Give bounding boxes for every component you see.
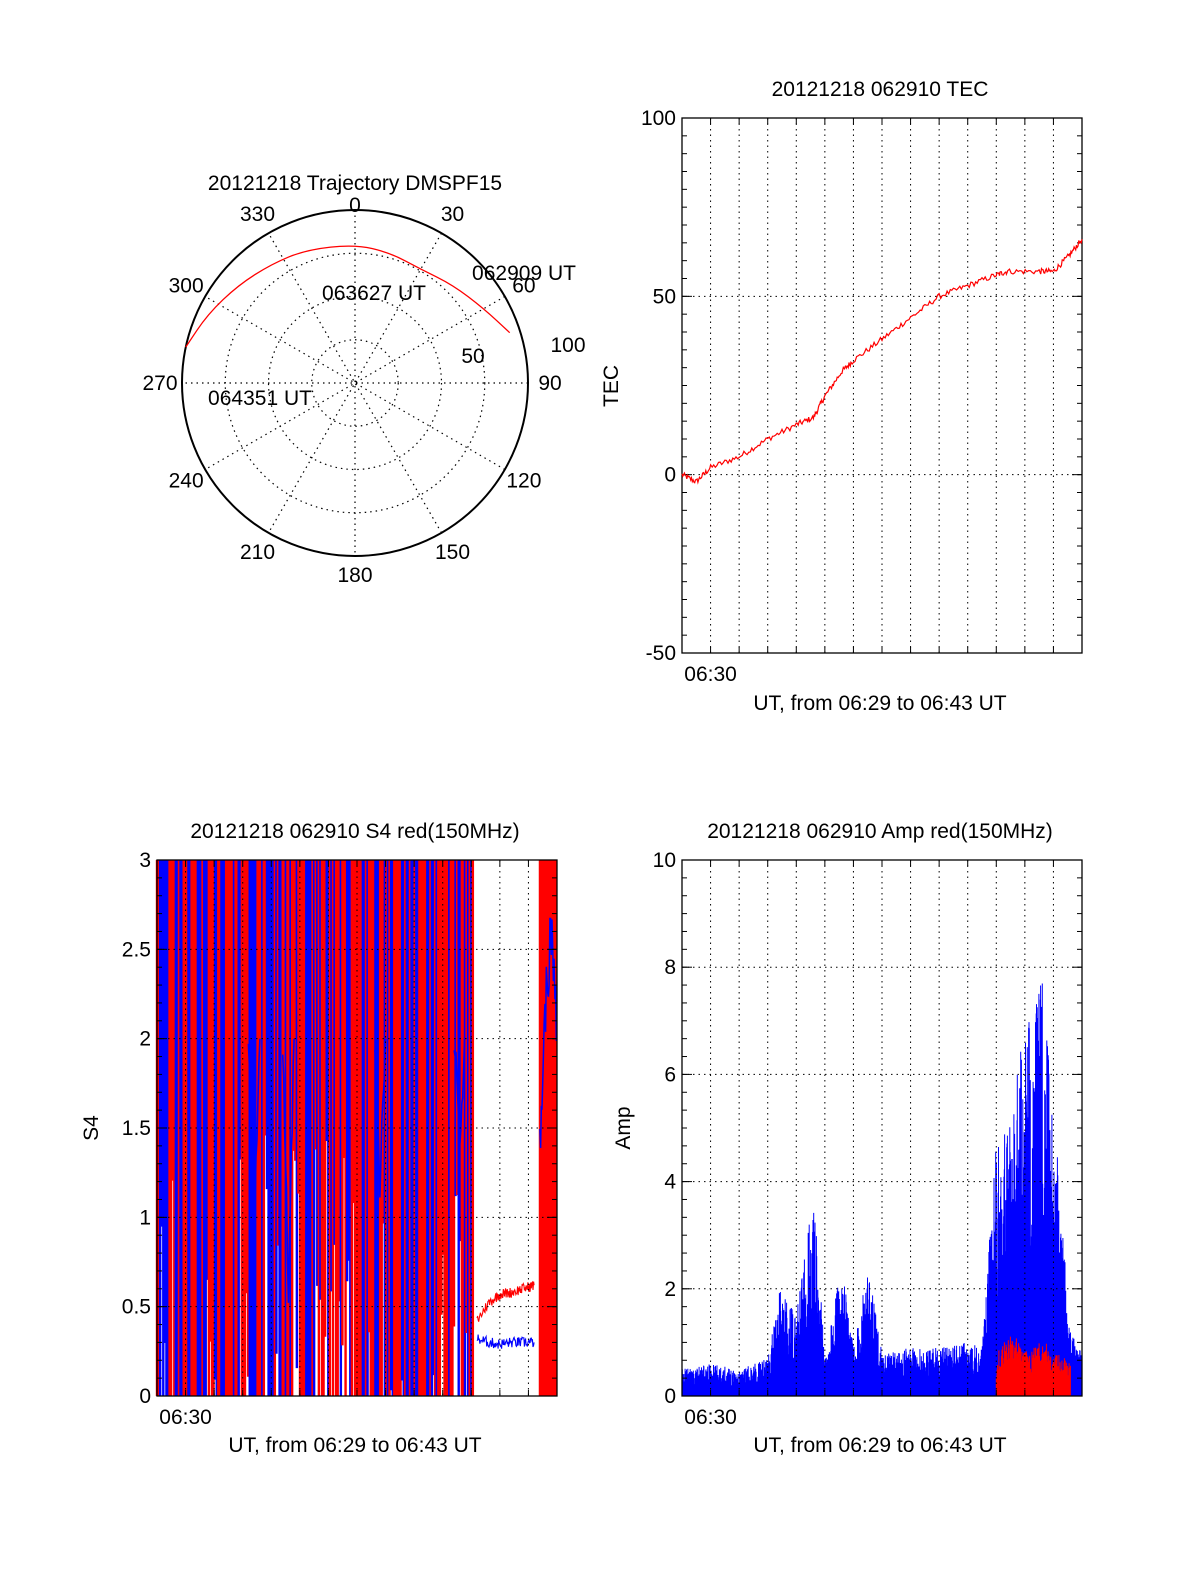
polar-azimuth-label: 240: [169, 470, 204, 493]
s4-plot: 20121218 062910 S4 red(150MHz) UT, from …: [80, 820, 558, 1457]
s4-blue-dip: [453, 1037, 466, 1144]
polar-azimuth-label: 120: [506, 470, 541, 493]
amp-ytick-label: 10: [653, 849, 676, 872]
polar-azimuth-label: 90: [538, 372, 561, 395]
amp-axes: 0 2 4 6 8 10 06:30: [653, 849, 1083, 1429]
tec-ytick-label: 0: [664, 464, 676, 487]
polar-radial-label: 50: [461, 345, 484, 368]
trajectory-line: [185, 245, 511, 348]
tec-title: 20121218 062910 TEC: [772, 78, 989, 101]
tec-series-line: [681, 239, 1083, 485]
polar-azimuth-label: 30: [441, 203, 464, 226]
tec-ylabel: TEC: [600, 365, 623, 407]
s4-blue-dip: [247, 1038, 261, 1230]
polar-azimuth-label: 180: [337, 564, 372, 587]
amp-ylabel: Amp: [612, 1106, 635, 1149]
trajectory-polar-plot: 20121218 Trajectory DMSPF15 0 30 60 90 120 15…: [142, 172, 585, 587]
tec-ytick-label: 100: [641, 107, 676, 130]
tec-frame: [681, 117, 1083, 654]
s4-ytick-label: 0.5: [122, 1296, 151, 1319]
polar-azimuth-label: 0: [349, 194, 361, 217]
polar-azimuth-label: 60: [512, 275, 535, 298]
trajectory-time-label: 063627 UT: [322, 282, 426, 305]
s4-series-line-blue: [476, 1334, 535, 1349]
trajectory-time-label: 062909 UT: [472, 262, 576, 285]
trajectory-time-label: 064351 UT: [208, 387, 312, 410]
tec-plot: 20121218 062910 TEC UT, from 06:29 to 06…: [600, 78, 1083, 715]
s4-ytick-label: 0: [139, 1385, 151, 1408]
polar-azimuth-label: 150: [435, 541, 470, 564]
polar-azimuth-label: 210: [240, 541, 275, 564]
tec-ytick-label: -50: [646, 642, 676, 665]
polar-range-ring: [311, 339, 399, 427]
polar-azimuth-label: 300: [169, 275, 204, 298]
s4-blue-tail: [539, 917, 558, 1149]
amp-ytick-label: 8: [664, 956, 676, 979]
amp-ytick-label: 2: [664, 1278, 676, 1301]
polar-azimuth-label: 330: [240, 203, 275, 226]
s4-title: 20121218 062910 S4 red(150MHz): [190, 820, 519, 843]
s4-ytick-label: 1.5: [122, 1117, 151, 1140]
tec-xlabel: UT, from 06:29 to 06:43 UT: [753, 692, 1006, 715]
s4-xtick-label: 06:30: [159, 1406, 212, 1429]
s4-ytick-label: 2.5: [122, 938, 151, 961]
s4-blue-dip: [373, 1038, 387, 1198]
amp-xlabel: UT, from 06:29 to 06:43 UT: [753, 1434, 1006, 1457]
s4-blue-dip: [281, 1038, 295, 1303]
s4-ytick-label: 1: [139, 1206, 151, 1229]
tec-ytick-label: 50: [653, 285, 676, 308]
s4-ylabel: S4: [80, 1115, 103, 1141]
polar-azimuth-label: 270: [142, 372, 177, 395]
s4-ytick-label: 3: [139, 849, 151, 872]
polar-spoke: [267, 232, 443, 534]
polar-title: 20121218 Trajectory DMSPF15: [208, 172, 502, 195]
amp-ytick-label: 0: [664, 1385, 676, 1408]
polar-radial-label: 100: [550, 334, 585, 357]
s4-series-line-red: [476, 1280, 535, 1322]
amp-plot: 20121218 062910 Amp red(150MHz) UT, from…: [612, 820, 1083, 1457]
polar-spoke: [204, 295, 506, 471]
polar-spoke: [267, 232, 443, 534]
s4-ytick-label: 2: [139, 1028, 151, 1051]
s4-axes: 0 0.5 1 1.5 2 2.5 3 06:30: [122, 849, 558, 1429]
amp-ytick-label: 4: [664, 1171, 676, 1194]
amp-ytick-label: 6: [664, 1063, 676, 1086]
s4-xlabel: UT, from 06:29 to 06:43 UT: [228, 1434, 481, 1457]
amp-series-red: [995, 1336, 1071, 1396]
polar-spoke: [204, 295, 506, 471]
tec-xtick-label: 06:30: [684, 663, 737, 686]
amp-title: 20121218 062910 Amp red(150MHz): [707, 820, 1053, 843]
polar-range-ring: [267, 295, 443, 471]
amp-xtick-label: 06:30: [684, 1406, 737, 1429]
